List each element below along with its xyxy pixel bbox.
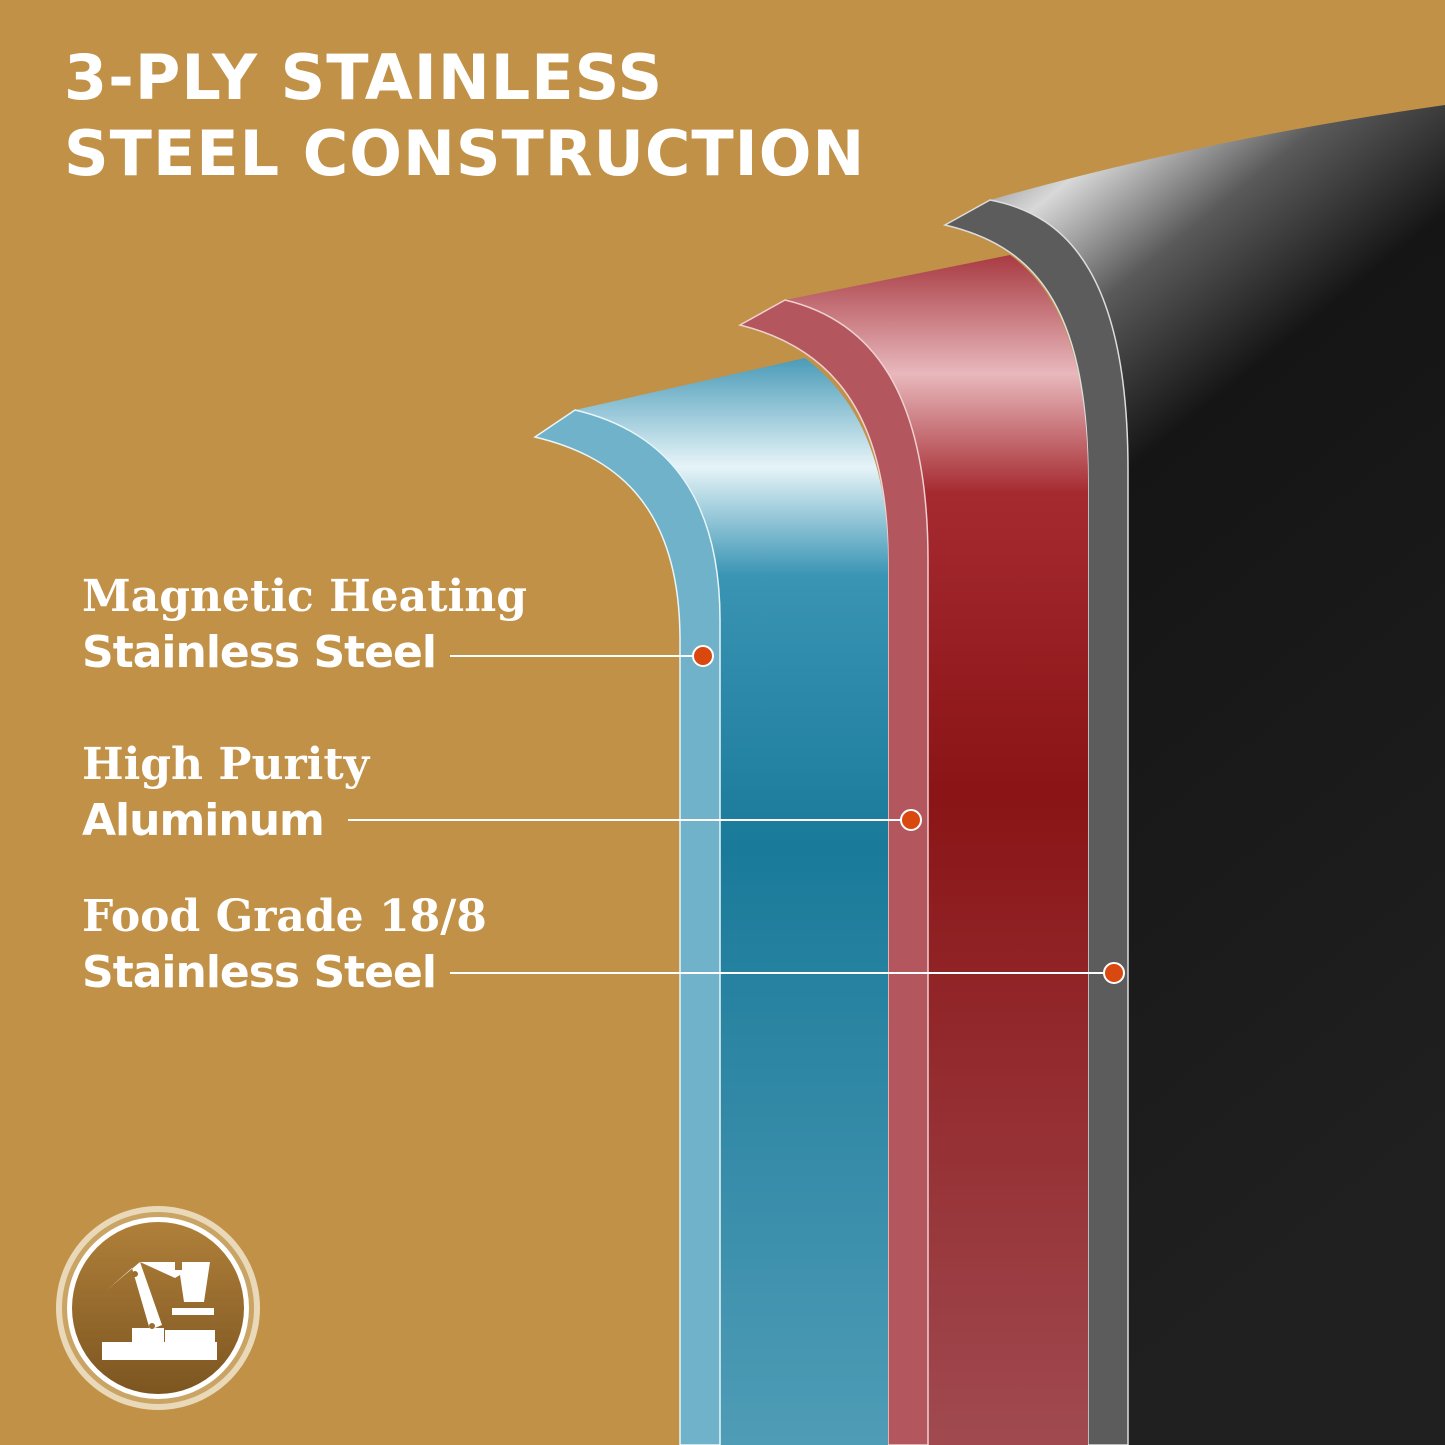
label-line-1: Food Grade 18/8 [82,891,487,942]
label-magnetic-stainless: Magnetic Heating Stainless Steel [82,570,527,682]
red-layer [737,255,1088,1445]
leader-line-aluminum [348,809,922,831]
label-food-grade-stainless: Food Grade 18/8 Stainless Steel [82,890,487,1002]
label-line-2: Aluminum [82,795,325,846]
leader-line-magnetic [450,645,714,667]
marker-dot [692,645,714,667]
label-line-2: Stainless Steel [82,947,437,998]
label-line-1: Magnetic Heating [82,571,527,622]
robotic-arm-manufacturing-icon [102,1262,217,1360]
marker-dot [1103,962,1125,984]
leader-line-food-grade [450,962,1125,984]
manufacturing-badge [56,1206,260,1410]
marker-dot [900,809,922,831]
label-line-2: Stainless Steel [82,627,437,678]
title-line-2: STEEL CONSTRUCTION [64,117,866,190]
label-line-1: High Purity [82,739,370,790]
title-line-1: 3-PLY STAINLESS [64,41,664,114]
blue-layer [533,358,888,1445]
page-title: 3-PLY STAINLESS STEEL CONSTRUCTION [64,40,865,192]
label-aluminum: High Purity Aluminum [82,738,369,850]
black-layer [942,105,1445,1445]
